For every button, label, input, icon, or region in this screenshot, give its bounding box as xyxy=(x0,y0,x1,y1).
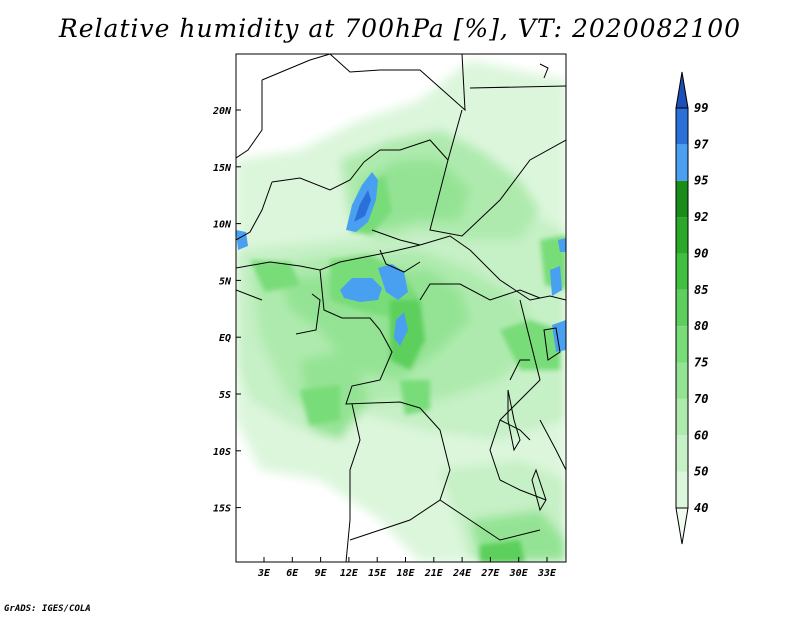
lon-label: 27E xyxy=(480,568,500,579)
lat-label: 10N xyxy=(213,220,232,231)
colorbar-label: 60 xyxy=(694,428,708,442)
lon-label: 18E xyxy=(396,568,415,579)
colorbar-label: 85 xyxy=(694,283,708,297)
colorbar-segment xyxy=(676,398,688,436)
colorbar-segment xyxy=(676,326,688,363)
lon-label: 12E xyxy=(340,568,359,579)
colorbar-label: 80 xyxy=(694,319,708,333)
lat-label: 20N xyxy=(212,106,232,117)
humidity-field xyxy=(236,54,566,562)
lon-label: 24E xyxy=(452,568,472,579)
colorbar-segment xyxy=(676,289,688,327)
lat-label: 10S xyxy=(213,447,231,458)
colorbar-segment xyxy=(676,180,688,218)
credit-text: GrADS: IGES/COLA xyxy=(4,604,91,614)
latitude-labels: 20N 15N 10N 5N EQ 5S 10S 15S xyxy=(212,106,232,515)
colorbar-segment xyxy=(676,253,688,290)
colorbar-segment xyxy=(676,471,688,508)
lon-label: 33E xyxy=(537,568,557,579)
colorbar-upper-triangle xyxy=(675,71,689,109)
colorbar-label: 97 xyxy=(694,137,709,151)
colorbar-lower-triangle xyxy=(675,507,689,545)
colorbar-segment xyxy=(676,362,688,399)
lat-label: 15S xyxy=(213,504,231,515)
lon-label: 9E xyxy=(315,568,328,579)
lat-label: 5S xyxy=(219,390,231,401)
colorbar-segment xyxy=(676,144,688,181)
chart-title: Relative humidity at 700hPa [%], VT: 202… xyxy=(58,14,742,43)
colorbar-label: 92 xyxy=(694,210,708,224)
lon-label: 21E xyxy=(424,568,444,579)
colorbar-label: 99 xyxy=(694,101,708,115)
lat-label: 15N xyxy=(213,163,232,174)
colorbar-label: 70 xyxy=(694,392,708,406)
colorbar-label: 50 xyxy=(694,465,708,479)
colorbar-label: 95 xyxy=(694,174,708,188)
lat-label: EQ xyxy=(219,333,231,344)
lon-label: 6E xyxy=(286,568,299,579)
colorbar-label: 75 xyxy=(694,356,708,370)
lon-label: 15E xyxy=(368,568,387,579)
map-frame xyxy=(235,53,567,563)
colorbar-label: 40 xyxy=(694,501,708,515)
colorbar-label: 90 xyxy=(694,246,708,260)
colorbar-segment xyxy=(676,435,688,472)
longitude-labels: 3E 6E 9E 12E 15E 18E 21E 24E 27E 30E 33E xyxy=(257,568,557,579)
lon-label: 30E xyxy=(509,568,529,579)
colorbar-segment xyxy=(676,217,688,254)
lat-label: 5N xyxy=(219,276,232,287)
lon-label: 3E xyxy=(257,568,271,579)
colorbar: 40 50 60 70 75 80 85 90 92 95 97 99 xyxy=(675,71,709,545)
colorbar-segment xyxy=(676,108,688,145)
